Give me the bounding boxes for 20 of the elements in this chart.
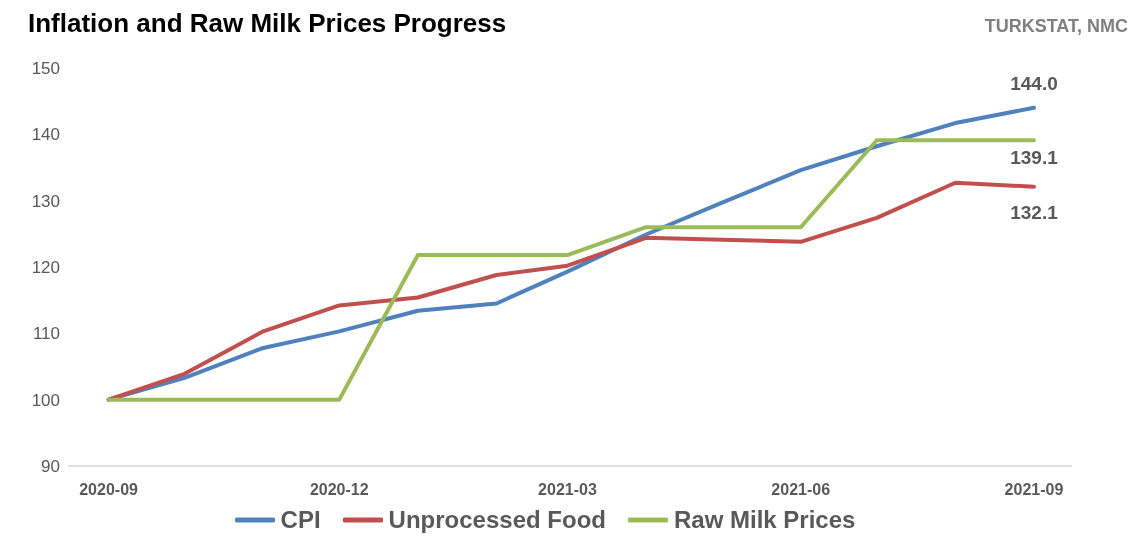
y-tick-label: 120 bbox=[31, 258, 60, 278]
data-label: 144.0 bbox=[1010, 72, 1058, 94]
x-tick-label: 2020-12 bbox=[309, 481, 369, 499]
x-tick-label: 2021-06 bbox=[771, 481, 831, 499]
text: TURKSTAT, NMC bbox=[984, 16, 1128, 37]
y-tick-label: 140 bbox=[31, 125, 60, 145]
data-label: 132.1 bbox=[1010, 201, 1059, 223]
y-tick-label: 90 bbox=[41, 457, 60, 477]
x-tick-label: 2021-03 bbox=[538, 481, 597, 499]
y-tick-label: 100 bbox=[31, 390, 60, 410]
x-tick-label: 2020-09 bbox=[79, 481, 139, 499]
y-tick-label: 110 bbox=[32, 324, 60, 344]
y-tick-label: 150 bbox=[31, 59, 60, 79]
legend-label: Unprocessed Food bbox=[387, 506, 606, 534]
y-tick-label: 130 bbox=[31, 191, 60, 211]
data-label: 139.1 bbox=[1010, 147, 1059, 169]
legend-label: Raw Milk Prices bbox=[672, 506, 856, 534]
legend-label: CPI bbox=[279, 506, 321, 534]
x-tick-label: 2021-09 bbox=[1004, 481, 1064, 499]
chart-title: Inflation and Raw Milk Prices Progress bbox=[28, 8, 507, 39]
